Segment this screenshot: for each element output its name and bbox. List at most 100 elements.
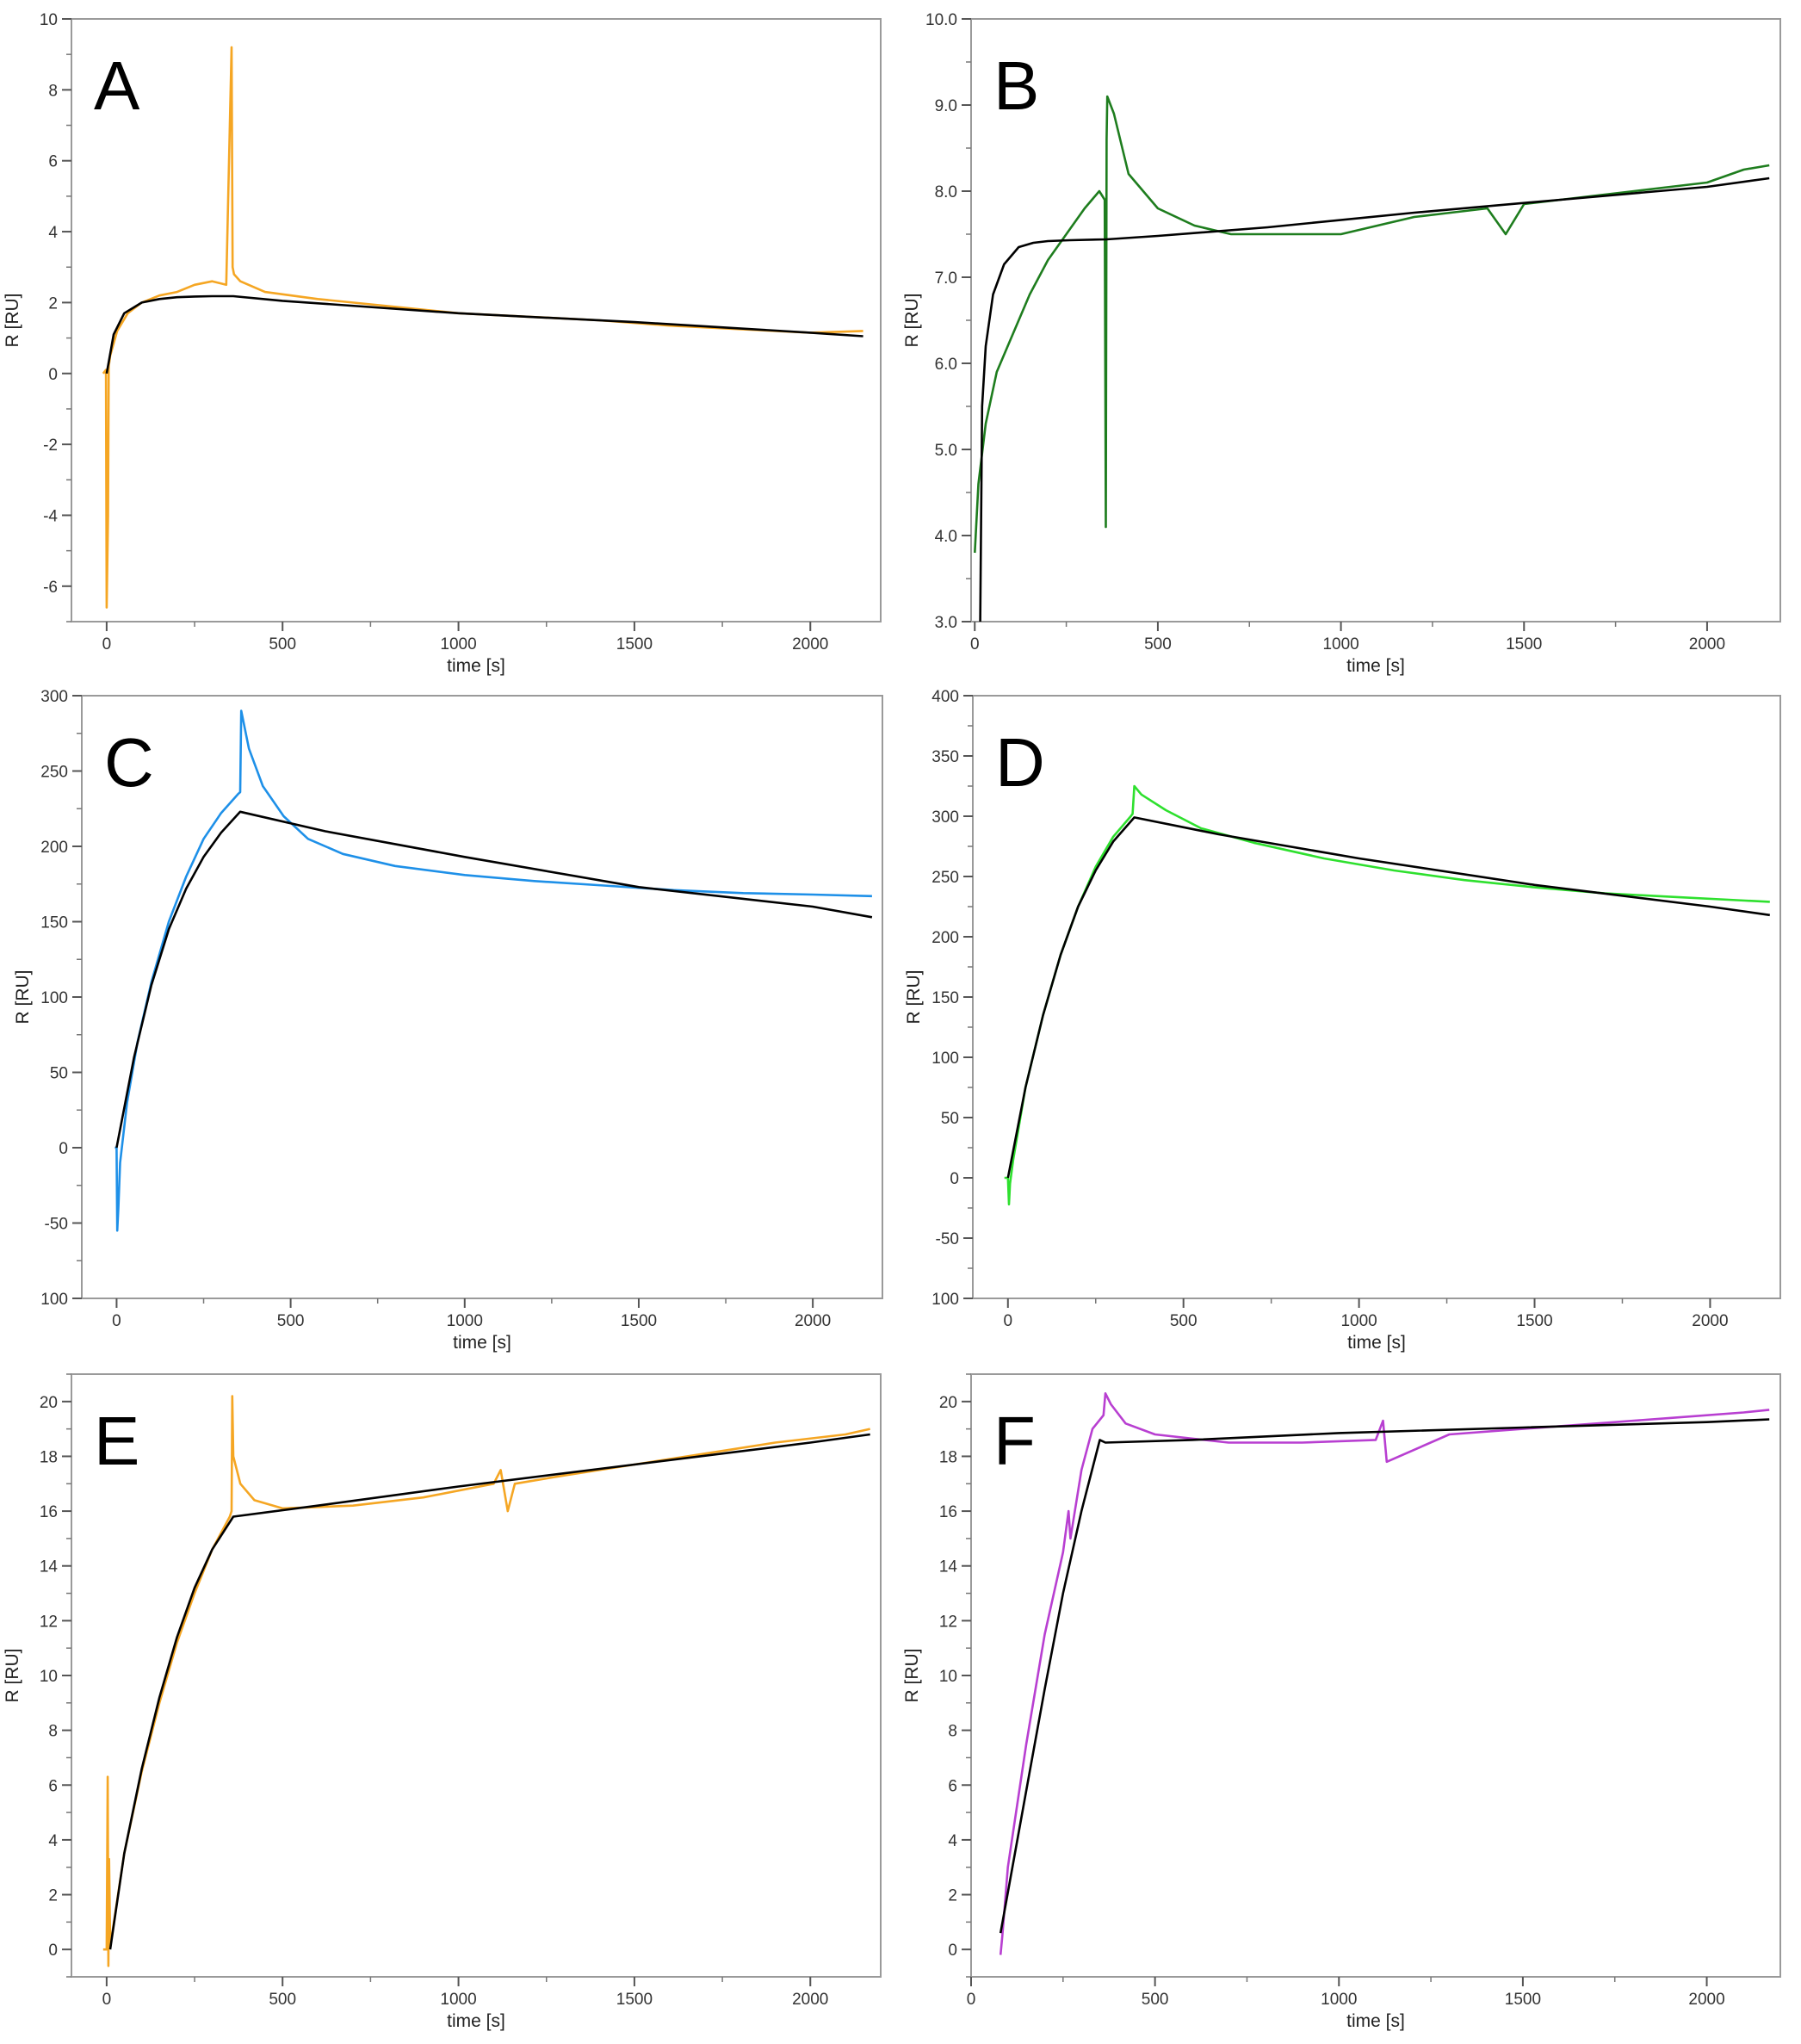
measured-curve [999, 1392, 1770, 1955]
y-tick-label: 16 [939, 1503, 957, 1521]
x-tick-label: 1500 [616, 1991, 653, 2009]
y-tick-label: 4 [48, 224, 58, 242]
y-tick-label: -2 [43, 437, 58, 455]
x-axis-label: time [s] [1346, 656, 1405, 676]
y-tick-label: 8.0 [935, 183, 957, 201]
x-tick-label: 2000 [795, 1312, 831, 1330]
y-tick-label: 10 [939, 1668, 957, 1686]
plot-frame [970, 1373, 1781, 1978]
y-tick-label: 0 [59, 1140, 68, 1158]
y-tick-label: -50 [45, 1216, 68, 1234]
x-tick-label: 1500 [1516, 1312, 1552, 1330]
x-tick-label: 1500 [616, 635, 653, 653]
x-tick-label: 0 [1003, 1312, 1012, 1330]
y-tick-label: 50 [50, 1065, 68, 1083]
y-tick-label: 0 [948, 1942, 957, 1960]
x-axis-label: time [s] [453, 1333, 511, 1353]
y-tick-label: 3.0 [935, 614, 957, 632]
x-tick-label: 2000 [1688, 1991, 1724, 2009]
x-tick-label: 0 [102, 635, 112, 653]
x-tick-label: 500 [1144, 635, 1172, 653]
x-tick-label: 1000 [447, 1312, 483, 1330]
y-tick-label: 6 [48, 153, 58, 171]
x-tick-label: 0 [967, 1991, 976, 2009]
y-tick-label: 5.0 [935, 442, 957, 460]
x-axis-label: time [s] [1347, 1333, 1406, 1353]
x-tick-label: 500 [277, 1312, 305, 1330]
y-tick-label: 0 [48, 366, 58, 384]
chart-panel-c: 0 500 1000 1500 2000 100 -50 0 50 100 150 200 250 300… [13, 688, 883, 1353]
panel-letter: C [104, 724, 154, 801]
x-tick-label: 1500 [1505, 1991, 1541, 2009]
y-axis-label: R [RU] [902, 294, 922, 348]
y-tick-label: 9.0 [935, 97, 957, 115]
y-tick-label: 250 [931, 869, 959, 887]
y-axis-label: R [RU] [3, 294, 22, 348]
y-tick-label: 200 [931, 929, 959, 947]
y-tick-label: 12 [939, 1613, 957, 1631]
y-tick-label: 150 [40, 914, 68, 932]
panel-letter: F [993, 1403, 1036, 1479]
x-tick-label: 1000 [1340, 1312, 1377, 1330]
x-tick-label: 0 [970, 635, 980, 653]
fit-curve [1006, 816, 1770, 1179]
x-tick-label: 500 [1142, 1991, 1169, 2009]
y-tick-label: 12 [40, 1613, 58, 1631]
y-tick-label: 8 [948, 1723, 957, 1741]
y-tick-label: 10 [40, 11, 58, 29]
y-tick-label: 10.0 [925, 11, 957, 29]
y-tick-label: 300 [931, 808, 959, 827]
panel-letter: E [94, 1403, 139, 1479]
y-tick-label: 300 [40, 688, 68, 706]
y-tick-label: 18 [40, 1448, 58, 1466]
y-tick-label: 2 [948, 1887, 957, 1905]
y-tick-label: 14 [939, 1558, 958, 1576]
y-tick-label: 10 [40, 1668, 58, 1686]
x-tick-label: 2000 [792, 635, 828, 653]
y-tick-label: 6 [48, 1777, 58, 1795]
panel-letter: D [995, 724, 1045, 801]
x-axis-label: time [s] [1346, 2011, 1405, 2031]
fit-curve [108, 1433, 870, 1950]
x-tick-label: 1000 [1322, 635, 1358, 653]
x-tick-label: 1500 [621, 1312, 657, 1330]
y-tick-label: 18 [939, 1448, 957, 1466]
y-tick-label: 100 [931, 1050, 959, 1068]
fit-curve [115, 810, 873, 1149]
chart-panel-e: 0 500 1000 1500 2000 0 2 4 6 8 10 12 14 16 18 20 time [s… [3, 1373, 882, 2031]
y-tick-label: 150 [931, 989, 959, 1007]
y-axis-label: R [RU] [3, 1649, 22, 1703]
y-tick-label: 2 [48, 1887, 58, 1905]
y-tick-label: 2 [48, 294, 58, 313]
x-axis-label: time [s] [447, 656, 505, 676]
y-tick-label: 0 [950, 1170, 959, 1188]
y-tick-label: 50 [941, 1110, 959, 1128]
fit-curve [105, 294, 863, 375]
plot-frame [972, 695, 1781, 1299]
chart-panel-f: 0 500 1000 1500 2000 0 2 4 6 8 10 12 14 16 18 20 time [s… [902, 1373, 1781, 2031]
chart-panel-d: 0 500 1000 1500 2000 100 -50 0 50 100 150 200 250 300… [904, 688, 1781, 1353]
y-tick-label: 100 [40, 989, 68, 1007]
y-tick-label: 20 [40, 1394, 58, 1412]
y-tick-label: 16 [40, 1503, 58, 1521]
y-axis-label: R [RU] [902, 1649, 922, 1703]
y-tick-label: 350 [931, 748, 959, 766]
y-tick-label: 14 [40, 1558, 59, 1576]
y-axis-label: R [RU] [904, 970, 924, 1025]
x-tick-label: 2000 [1692, 1312, 1728, 1330]
y-tick-label: 100 [931, 1291, 959, 1309]
x-tick-label: 2000 [792, 1991, 828, 2009]
panel-letter: A [94, 47, 140, 124]
measured-curve [114, 709, 872, 1232]
y-tick-label: 8 [48, 82, 58, 100]
fit-curve [979, 177, 1770, 622]
y-tick-label: -50 [936, 1230, 959, 1248]
plot-frame [970, 18, 1781, 622]
x-tick-label: 500 [269, 635, 296, 653]
measured-curve [1004, 784, 1770, 1206]
y-tick-label: 4 [48, 1832, 58, 1850]
x-tick-label: 500 [1170, 1312, 1198, 1330]
x-tick-label: 0 [102, 1991, 112, 2009]
y-tick-label: 0 [48, 1942, 58, 1960]
